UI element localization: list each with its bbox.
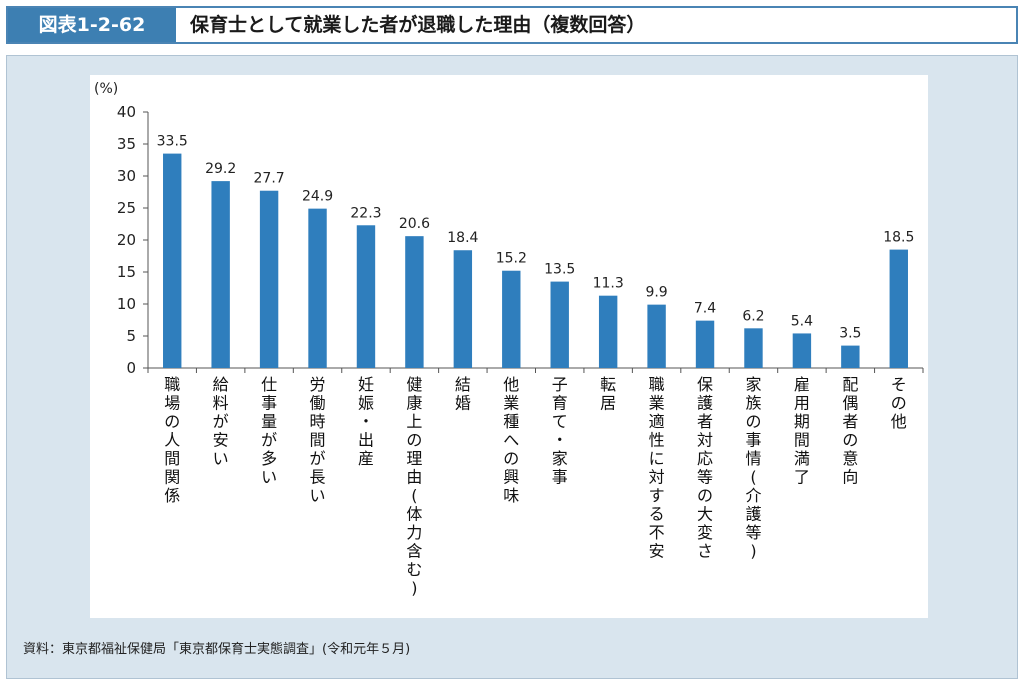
data-label: 3.5 [839, 326, 861, 342]
data-label: 6.2 [742, 308, 764, 324]
y-tick-label: 30 [117, 167, 136, 185]
bar [647, 304, 666, 368]
x-tick-label: 雇用期間満了 [794, 375, 810, 487]
figure-number: 図表1-2-62 [8, 8, 176, 42]
x-tick-label: 仕事量が多い [261, 375, 277, 487]
bar [792, 333, 812, 368]
data-label: 20.6 [399, 216, 430, 232]
bar-chart: (%) 0 5 10 15 20 25 30 35 40 33.5 職場の人間関係 29.2 給料が安い 2… [94, 81, 924, 598]
y-tick-label: 15 [117, 263, 136, 281]
data-label: 18.4 [447, 230, 478, 246]
data-label: 5.4 [791, 313, 813, 329]
bar [841, 345, 860, 368]
bar [163, 153, 182, 368]
bar [502, 270, 521, 368]
data-label: 9.9 [645, 285, 667, 301]
x-tick-label: 職業適性に対する不安 [649, 375, 665, 561]
x-tick-label: 保護者対応等の大変さ [697, 375, 713, 561]
y-tick-label: 5 [126, 327, 136, 345]
x-tick-label: その他 [891, 375, 907, 431]
y-tick-label: 20 [117, 231, 136, 249]
y-tick-label: 10 [117, 295, 136, 313]
source-note: 資料：東京都福祉保健局「東京都保育士実態調査」(令和元年５月) [23, 642, 411, 657]
data-label: 18.5 [883, 230, 914, 246]
y-tick-label: 0 [126, 359, 136, 377]
data-label: 15.2 [496, 251, 527, 267]
bar [889, 249, 908, 368]
data-label: 33.5 [157, 134, 188, 150]
x-tick-label: 職場の人間関係 [164, 375, 180, 505]
data-label: 27.7 [254, 171, 285, 187]
y-axis-label: (%) [94, 81, 118, 97]
x-tick-label: 妊娠・出産 [358, 375, 374, 468]
plot-area: (%) 0 5 10 15 20 25 30 35 40 33.5 職場の人間関係 29.2 給料が安い 2… [90, 75, 928, 618]
data-label: 13.5 [544, 262, 575, 278]
x-tick-label: 子育て・家事 [552, 375, 568, 487]
bar [598, 295, 618, 368]
bar [356, 225, 376, 368]
bar [695, 320, 715, 368]
x-tick-label: 家族の事情(介護等) [745, 375, 761, 561]
y-tick-label: 25 [117, 199, 136, 217]
bar [453, 250, 473, 368]
y-tick-label: 35 [117, 135, 136, 153]
data-label: 7.4 [694, 301, 716, 317]
x-tick-label: 他業種への興味 [503, 375, 519, 505]
bar [744, 328, 763, 368]
bar [550, 281, 569, 368]
bar [259, 190, 279, 368]
bar [211, 181, 230, 368]
data-label: 11.3 [593, 276, 624, 292]
x-tick-label: 健康上の理由(体力含む) [406, 375, 422, 598]
figure-header: 図表1-2-62 保育士として就業した者が退職した理由（複数回答） [6, 6, 1018, 44]
bar [308, 208, 327, 368]
figure-title: 保育士として就業した者が退職した理由（複数回答） [190, 14, 646, 36]
data-label: 29.2 [205, 161, 236, 177]
y-tick-label: 40 [117, 103, 136, 121]
x-tick-label: 給料が安い [213, 375, 229, 468]
x-tick-label: 結婚 [455, 375, 471, 413]
bar [405, 236, 424, 368]
x-tick-label: 配偶者の意向 [842, 375, 858, 487]
data-label: 22.3 [350, 205, 381, 221]
x-tick-label: 労働時間が長い [310, 375, 326, 505]
x-tick-label: 転居 [600, 375, 616, 413]
data-label: 24.9 [302, 189, 333, 205]
